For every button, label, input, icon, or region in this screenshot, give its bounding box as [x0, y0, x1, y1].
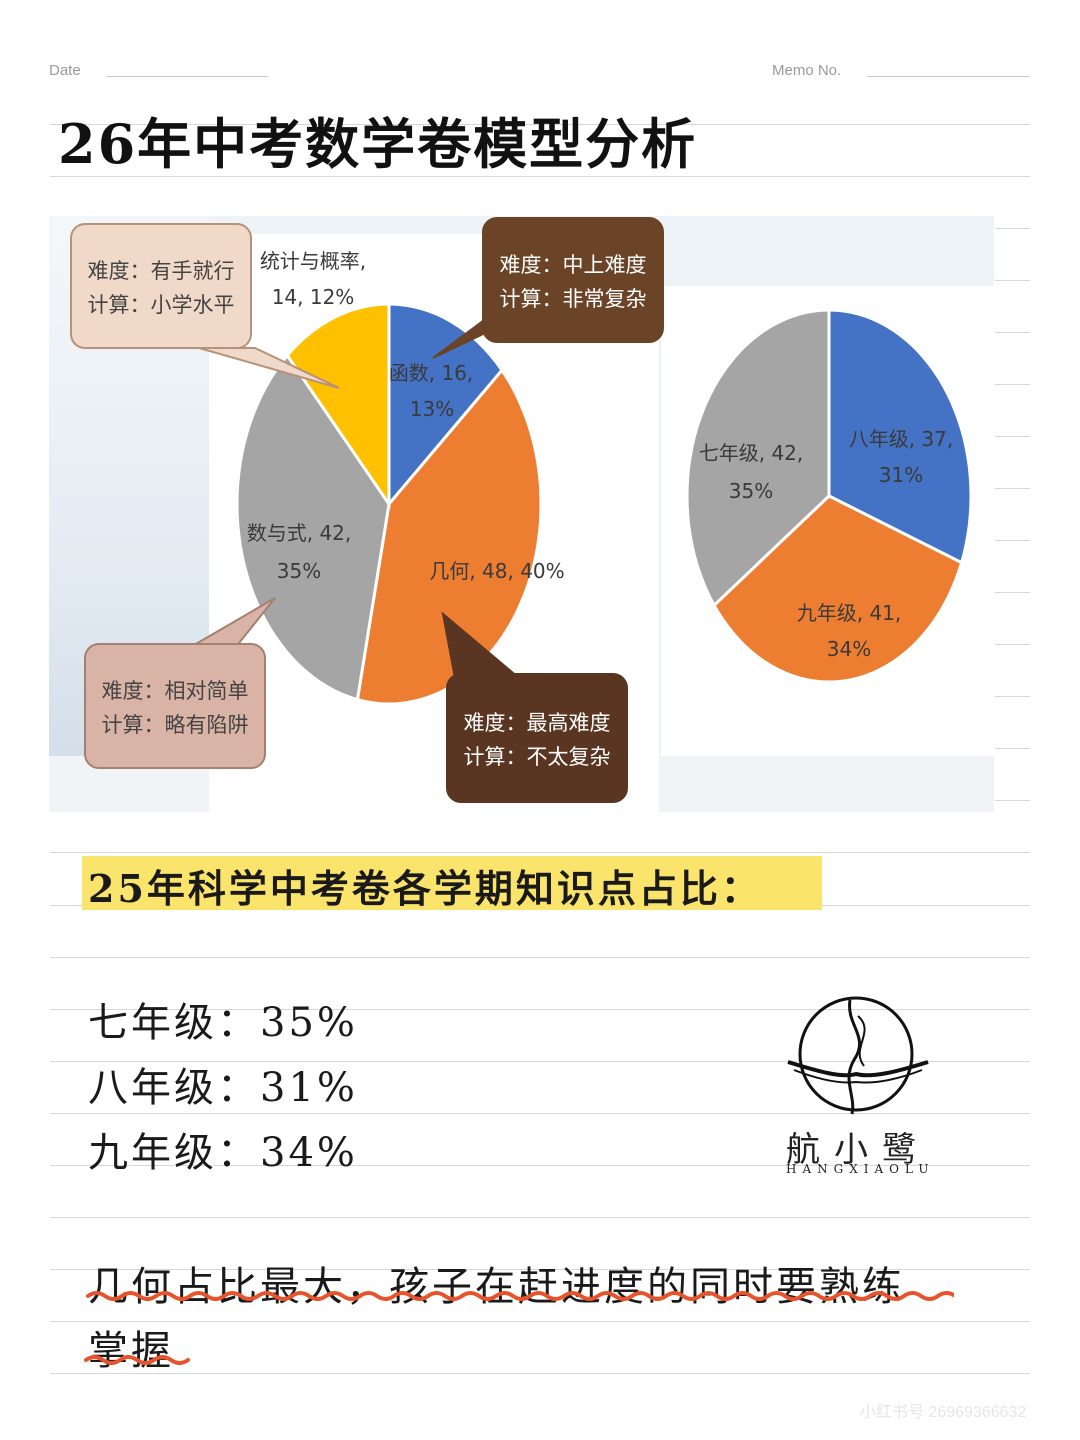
slice-label-statistics-pct: 14, 12% — [272, 285, 355, 309]
callout-text-1-difficulty: 难度：中上难度 — [500, 253, 647, 277]
ruled-line — [995, 644, 1030, 645]
slice-label-grade8-pct: 31% — [879, 463, 923, 487]
ruled-line — [50, 176, 1030, 177]
callout-text-3-difficulty: 难度：最高难度 — [464, 711, 611, 735]
ruled-line — [50, 852, 1030, 853]
callout-text-3-calculation: 计算：不太复杂 — [464, 745, 611, 769]
subtitle-highlight — [82, 856, 822, 910]
grade-line-9: 九年级：34% — [88, 1130, 358, 1176]
ruled-line — [995, 332, 1030, 333]
note-line-2: 掌握 — [88, 1328, 174, 1374]
ruled-line — [995, 800, 1030, 801]
callout-box-1 — [482, 217, 664, 343]
ruled-line — [995, 540, 1030, 541]
callout-box-0 — [70, 223, 252, 349]
callout-box-3 — [446, 673, 628, 803]
date-line — [106, 76, 268, 77]
callout-text-2-calculation: 计算：略有陷阱 — [102, 713, 249, 737]
ruled-line — [50, 957, 1030, 958]
ruled-line — [995, 488, 1030, 489]
ruled-line — [50, 124, 1030, 125]
page-title: 26年中考数学卷模型分析 — [58, 112, 698, 176]
ruled-line — [50, 1321, 1030, 1322]
ruled-line — [50, 1165, 1030, 1166]
memo-line — [867, 76, 1030, 77]
slice-label-grade8: 八年级, 37, — [849, 427, 954, 451]
left-pie-slice-0 — [387, 302, 504, 509]
callout-text-0-calculation: 计算：小学水平 — [88, 293, 235, 317]
logo-subtitle: HANGXIAOLU — [786, 1162, 935, 1176]
pie-charts-svg: 函数, 16, 13% 几何, 48, 40% 数与式, 42, 35% 统计与概率, 14… — [70, 217, 973, 803]
slice-label-grade7: 七年级, 42, — [699, 441, 804, 465]
slice-label-grade9: 九年级, 41, — [797, 601, 902, 625]
callout-text-1-calculation: 计算：非常复杂 — [500, 287, 647, 311]
heron-logo-icon — [787, 996, 929, 1115]
callout-text-0-difficulty: 难度：有手就行 — [88, 259, 235, 283]
right-pie-slice-0 — [827, 308, 973, 565]
right-pie-slice-1 — [712, 494, 964, 684]
ruled-line — [50, 1061, 1030, 1062]
left-pie-slice-2 — [235, 352, 391, 702]
ruled-line — [995, 592, 1030, 593]
chart-panel: 函数, 16, 13% 几何, 48, 40% 数与式, 42, 35% 统计与概率, 14… — [49, 216, 994, 812]
ruled-line — [995, 280, 1030, 281]
slice-label-function: 函数, 16, — [389, 361, 474, 385]
callout-tail-2 — [185, 597, 276, 649]
ruled-line — [50, 1373, 1030, 1374]
ruled-line — [50, 1217, 1030, 1218]
ruled-line — [50, 1269, 1030, 1270]
left-pie-slice-3 — [285, 302, 391, 509]
ruled-line — [50, 1113, 1030, 1114]
right-pie-slice-2 — [685, 308, 831, 608]
left-pie-slice-1 — [355, 367, 543, 706]
slice-label-algebra-pct: 35% — [277, 559, 321, 583]
wavy-underline — [84, 1291, 954, 1365]
logo-name: 航小鹭 — [786, 1130, 930, 1170]
ruled-line — [995, 228, 1030, 229]
ruled-line — [995, 436, 1030, 437]
ruled-line — [50, 1009, 1030, 1010]
memo-label: Memo No. — [772, 62, 842, 79]
grade-line-8: 八年级：31% — [88, 1065, 358, 1111]
slice-label-function-pct: 13% — [410, 397, 454, 421]
date-label: Date — [49, 62, 81, 79]
ruled-line — [995, 384, 1030, 385]
grade-line-7: 七年级：35% — [88, 1000, 358, 1046]
ruled-line — [995, 696, 1030, 697]
ruled-line — [995, 748, 1030, 749]
slice-label-statistics: 统计与概率, — [260, 249, 366, 273]
watermark: 小红书号 26969366632 — [860, 1404, 1027, 1421]
slice-label-algebra: 数与式, 42, — [247, 521, 352, 545]
note-line-1: 几何占比最大，孩子在赶进度的同时要熟练 — [88, 1264, 905, 1310]
slice-label-grade9-pct: 34% — [827, 637, 871, 661]
slice-label-geometry: 几何, 48, 40% — [429, 559, 564, 583]
callout-text-2-difficulty: 难度：相对简单 — [102, 679, 249, 703]
slice-label-grade7-pct: 35% — [729, 479, 773, 503]
subtitle: 25年科学中考卷各学期知识点占比： — [88, 866, 762, 911]
callout-box-2 — [84, 643, 266, 769]
